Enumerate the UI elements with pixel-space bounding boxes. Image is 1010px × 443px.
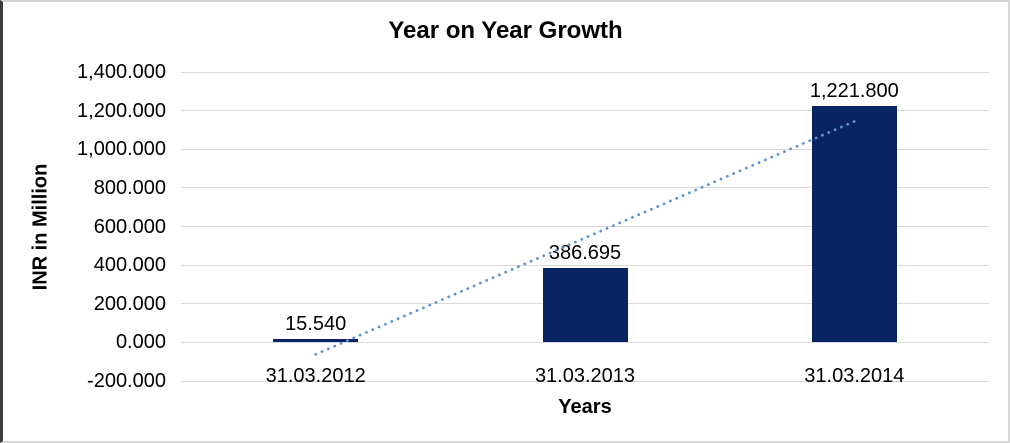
y-axis-tick-label: 400.000 <box>93 254 166 277</box>
y-axis-tick-label: 800.000 <box>93 176 166 199</box>
x-axis-tick-label: 31.03.2014 <box>804 365 905 387</box>
chart-title: Year on Year Growth <box>388 17 623 44</box>
bar-31.03.2013 <box>542 267 628 343</box>
x-axis-title: Years <box>558 396 612 418</box>
y-axis-tick-label: 1,000.000 <box>77 138 166 161</box>
gridline <box>181 110 989 112</box>
x-axis-tick-label: 31.03.2013 <box>534 365 636 387</box>
y-axis-tick-label: -200.000 <box>87 370 166 392</box>
x-axis-tick-label: 31.03.2012 <box>265 365 366 387</box>
y-axis-tick-label: 200.000 <box>93 292 166 315</box>
gridline <box>181 71 989 73</box>
y-axis-tick-label: 1,200.000 <box>77 99 166 122</box>
bar-value-label: 1,221.800 <box>809 80 899 103</box>
y-axis-tick-label: 1,400.000 <box>77 61 166 83</box>
y-axis-tick-label: 0.000 <box>115 331 166 354</box>
bar-31.03.2012 <box>273 339 359 343</box>
gridline <box>181 380 989 382</box>
bar-value-label: 15.540 <box>285 313 347 336</box>
bar-31.03.2014 <box>811 106 897 343</box>
bar-value-label: 386.695 <box>548 241 622 264</box>
y-axis-tick-label: 600.000 <box>93 215 166 238</box>
